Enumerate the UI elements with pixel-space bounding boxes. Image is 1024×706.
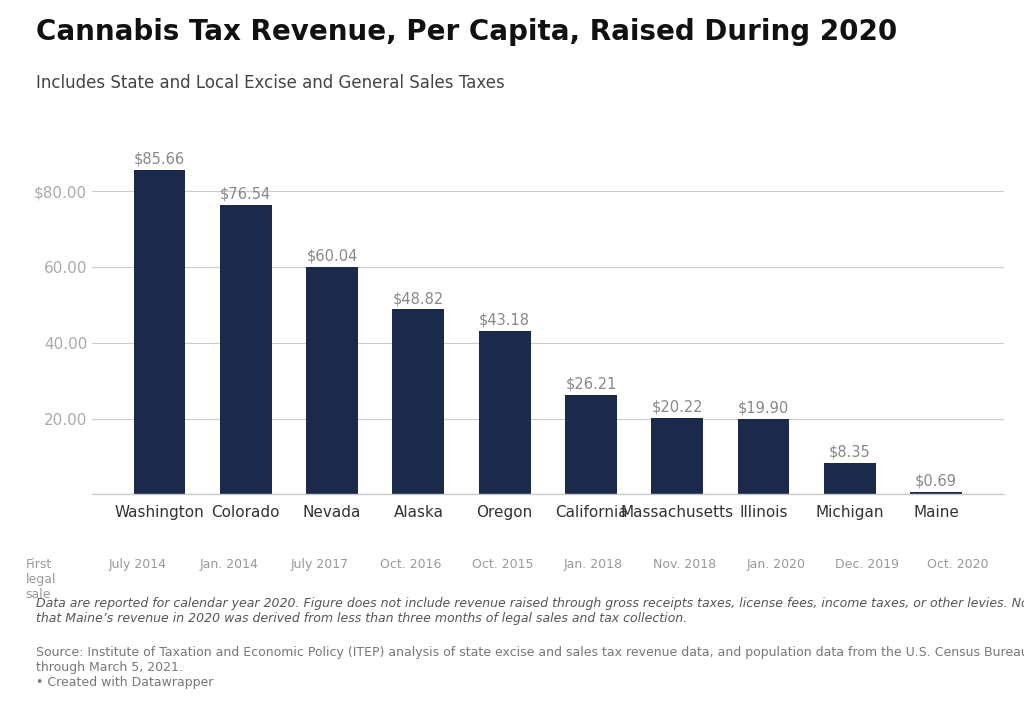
Text: $76.54: $76.54 [220, 186, 271, 201]
Bar [479, 331, 530, 494]
Bar [737, 419, 790, 494]
Text: Cannabis Tax Revenue, Per Capita, Raised During 2020: Cannabis Tax Revenue, Per Capita, Raised… [36, 18, 897, 46]
Text: Oct. 2015: Oct. 2015 [471, 558, 534, 570]
Text: $0.69: $0.69 [915, 474, 957, 489]
Text: Oct. 2016: Oct. 2016 [381, 558, 441, 570]
Text: Dec. 2019: Dec. 2019 [835, 558, 899, 570]
Bar [651, 418, 703, 494]
Text: First
legal
sale: First legal sale [26, 558, 56, 601]
Text: Jan. 2014: Jan. 2014 [200, 558, 258, 570]
Text: $20.22: $20.22 [651, 400, 703, 414]
Bar [306, 267, 358, 494]
Bar [392, 309, 444, 494]
Text: July 2017: July 2017 [291, 558, 349, 570]
Text: Source: Institute of Taxation and Economic Policy (ITEP) analysis of state excis: Source: Institute of Taxation and Econom… [36, 646, 1024, 689]
Text: $85.66: $85.66 [134, 152, 185, 167]
Text: $48.82: $48.82 [393, 292, 444, 306]
Text: $19.90: $19.90 [738, 401, 790, 416]
Text: $8.35: $8.35 [829, 445, 870, 460]
Text: Includes State and Local Excise and General Sales Taxes: Includes State and Local Excise and Gene… [36, 74, 505, 92]
Text: Data are reported for calendar year 2020. Figure does not include revenue raised: Data are reported for calendar year 2020… [36, 597, 1024, 625]
Text: Oct. 2020: Oct. 2020 [927, 558, 989, 570]
Text: July 2014: July 2014 [109, 558, 167, 570]
Text: $26.21: $26.21 [565, 377, 616, 392]
Bar [133, 170, 185, 494]
Bar [910, 491, 963, 494]
Text: Jan. 2018: Jan. 2018 [564, 558, 623, 570]
Text: $60.04: $60.04 [306, 249, 357, 264]
Text: $43.18: $43.18 [479, 313, 530, 328]
Text: Nov. 2018: Nov. 2018 [653, 558, 716, 570]
Bar [220, 205, 271, 494]
Text: Jan. 2020: Jan. 2020 [746, 558, 805, 570]
Bar [565, 395, 616, 494]
Bar [824, 462, 876, 494]
